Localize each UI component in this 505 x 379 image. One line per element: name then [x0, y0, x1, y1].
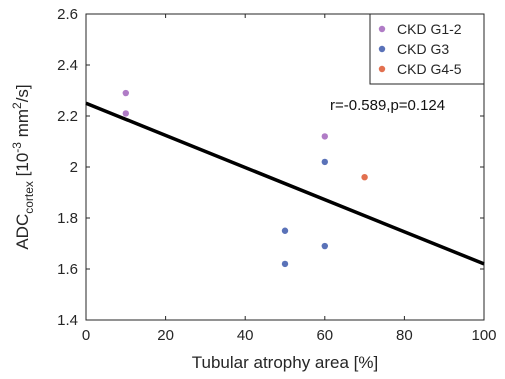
- y-axis-label-unit-suffix: /s]: [13, 84, 32, 102]
- y-tick-label: 1.4: [57, 312, 78, 329]
- data-point-series-1: [122, 110, 129, 117]
- x-tick-label: 0: [82, 327, 90, 344]
- y-axis-label-base: ADC: [13, 214, 32, 250]
- data-point-series-3: [361, 174, 368, 181]
- annotation-text: r=-0.589,p=0.124: [330, 97, 445, 114]
- data-point-series-1: [122, 89, 129, 97]
- x-tick-label: 20: [157, 327, 174, 344]
- data-points: [122, 89, 368, 268]
- legend-marker: [378, 45, 386, 53]
- y-axis-label-subscript: cortex: [22, 181, 36, 214]
- data-point-series-2: [281, 227, 289, 234]
- y-axis-label-unit-prefix: [10: [13, 153, 32, 181]
- x-tick-label: 40: [237, 327, 254, 344]
- y-axis-ticks: 1.4 1.6 1.8 2 2.2 2.4 2.6: [57, 6, 484, 329]
- y-tick-label: 2: [70, 159, 78, 176]
- data-point-series-2: [281, 260, 289, 268]
- y-tick-label: 1.6: [57, 261, 78, 278]
- y-axis-label-unit-mid: mm: [13, 109, 32, 142]
- x-axis-label: Tubular atrophy area [%]: [192, 353, 378, 372]
- regression-line-group: [85, 101, 485, 266]
- regression-line: [85, 101, 485, 266]
- y-tick-label: 2.4: [57, 57, 78, 74]
- y-tick-label: 2.6: [57, 6, 78, 23]
- legend-label: CKD G1-2: [397, 21, 462, 37]
- y-tick-label: 2.2: [57, 108, 78, 125]
- y-tick-label: 1.8: [57, 210, 78, 227]
- legend-marker: [378, 65, 386, 73]
- legend-marker: [378, 25, 386, 33]
- data-point-series-2: [321, 158, 328, 166]
- x-tick-label: 60: [316, 327, 333, 344]
- y-axis-label-exp1: -3: [10, 142, 24, 153]
- y-axis-label-exp2: 2: [10, 102, 24, 109]
- data-point-series-1: [321, 133, 328, 140]
- y-axis-label: ADCcortex [10-3 mm2/s]: [10, 84, 36, 249]
- data-point-series-2: [321, 242, 328, 250]
- x-tick-label: 80: [396, 327, 413, 344]
- legend: CKD G1-2 CKD G3 CKD G4-5: [369, 13, 485, 85]
- x-tick-label: 100: [471, 327, 496, 344]
- legend-label: CKD G3: [397, 41, 449, 57]
- legend-label: CKD G4-5: [397, 61, 462, 77]
- legend-items: CKD G1-2 CKD G3 CKD G4-5: [378, 21, 462, 77]
- legend-box: [369, 13, 485, 85]
